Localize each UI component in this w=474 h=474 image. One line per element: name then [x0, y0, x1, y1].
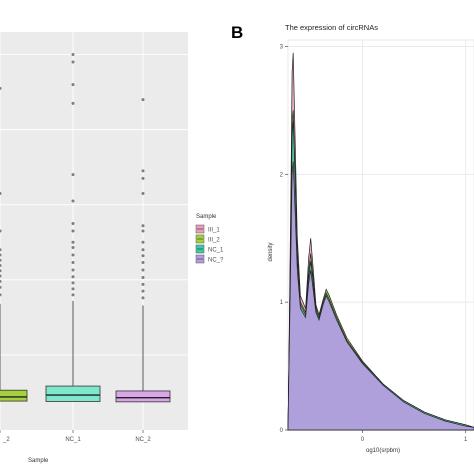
boxplot-outlier-point — [0, 269, 2, 273]
legend-label: NC_? — [208, 258, 224, 264]
density-x-axis-label: og10(srpbm) — [366, 448, 400, 454]
boxplot-outlier-point — [71, 199, 75, 203]
boxplot-outlier-point — [0, 248, 2, 252]
boxplot-box — [45, 385, 101, 402]
boxplot-outlier-point — [71, 281, 75, 285]
legend-items: III_1 III_2 NC_1 NC_? — [195, 224, 224, 264]
boxplot-outlier-point — [141, 282, 145, 286]
legend-label: III_1 — [208, 228, 220, 234]
boxplot-outlier-point — [71, 275, 75, 279]
boxplot-outlier-point — [71, 221, 75, 225]
boxplot-outlier-point — [0, 253, 2, 257]
boxplot-outlier-point — [71, 261, 75, 265]
boxplot-outlier-point — [0, 285, 2, 289]
boxplot-outlier-point — [71, 268, 75, 272]
density-curve-nc- — [287, 161, 474, 431]
boxplot-outlier-point — [141, 261, 145, 265]
boxplot-x-tick-label: NC_1 — [65, 437, 81, 443]
density-y-tick-label: 3 — [280, 44, 284, 50]
boxplot-outlier-point — [141, 176, 145, 180]
boxplot-outlier-point — [141, 229, 145, 233]
panel-letter-b: B — [231, 23, 243, 42]
boxplot-outlier-point — [71, 60, 75, 64]
legend: Sample III_1 III_2 NC_1 NC_? — [195, 214, 224, 264]
density-x-tick-label: 1 — [464, 437, 468, 443]
boxplot-outlier-point — [71, 287, 75, 291]
boxplot-plot-background — [0, 32, 188, 430]
density-y-ticks: 0 1 2 3 — [280, 44, 288, 434]
boxplot-outlier-point — [141, 248, 145, 252]
boxplot-x-ticks: _2 NC_1 NC_2 — [0, 430, 151, 443]
boxplot-outlier-point — [0, 191, 2, 195]
boxplot-box — [115, 390, 171, 403]
legend-title: Sample — [196, 214, 217, 220]
boxplot-outlier-point — [0, 274, 2, 278]
boxplot-outlier-point — [141, 98, 145, 102]
boxplot-outlier-point — [141, 276, 145, 280]
boxplot-outlier-point — [71, 293, 75, 297]
boxplot-outlier-point — [71, 229, 75, 233]
boxplot-box — [0, 389, 28, 402]
boxplot-outlier-point — [0, 258, 2, 262]
boxplot-x-tick-label: NC_2 — [135, 437, 151, 443]
boxplot-outlier-point — [0, 86, 2, 90]
boxplot-outlier-point — [141, 254, 145, 258]
legend-label: III_2 — [208, 238, 220, 244]
boxplot-outlier-point — [71, 53, 75, 57]
boxplot-outlier-point — [141, 224, 145, 228]
boxplot-outlier-point — [71, 101, 75, 105]
boxplot-outlier-point — [141, 268, 145, 272]
boxplot-outlier-point — [141, 240, 145, 244]
density-y-tick-label: 2 — [280, 172, 284, 178]
boxplot-x-axis-label: Sample — [28, 458, 49, 464]
boxplot-outlier-point — [0, 279, 2, 283]
boxplot-outlier-point — [141, 169, 145, 173]
boxplot-outlier-point — [141, 296, 145, 300]
density-chart-title: The expression of circRNAs — [285, 23, 378, 32]
density-x-tick-label: 0 — [361, 437, 365, 443]
boxplot-outlier-point — [71, 83, 75, 87]
density-y-tick-label: 0 — [280, 428, 284, 434]
boxplot-outlier-point — [0, 293, 2, 297]
legend-label: NC_1 — [208, 248, 224, 254]
boxplot-outlier-point — [141, 289, 145, 293]
boxplot-outlier-point — [0, 264, 2, 268]
boxplot-x-tick-label: _2 — [2, 437, 10, 443]
density-y-tick-label: 1 — [280, 300, 284, 306]
boxplot-boxes — [0, 53, 171, 403]
boxplot-outlier-point — [141, 191, 145, 195]
boxplot-panel: _2 NC_1 NC_2 Sample — [0, 32, 188, 464]
boxplot-outlier-point — [71, 253, 75, 257]
density-curves — [287, 52, 474, 431]
boxplot-outlier-point — [0, 229, 2, 233]
boxplot-outlier-point — [71, 240, 75, 244]
boxplot-outlier-point — [71, 246, 75, 250]
boxplot-outlier-point — [71, 173, 75, 177]
density-y-axis-label: density — [268, 242, 274, 261]
